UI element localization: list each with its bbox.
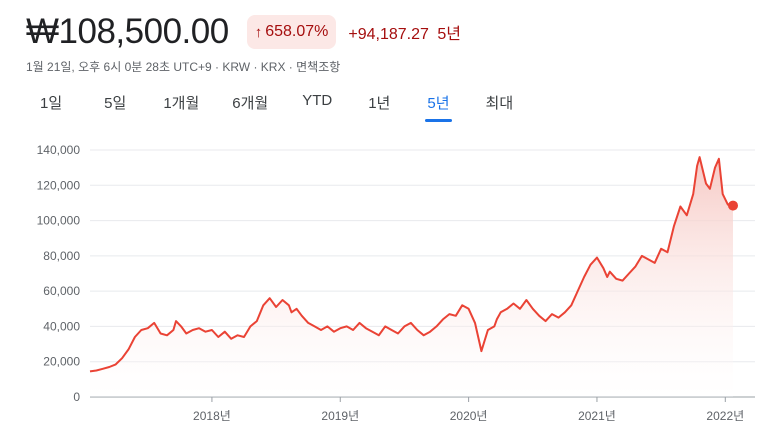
quote-meta: 1월 21일, 오후 6시 0분 28초 UTC+9 · KRW · KRX ·…: [26, 60, 341, 74]
series-line: [89, 156, 734, 373]
tab-5y[interactable]: 5년: [425, 92, 452, 122]
tab-max[interactable]: 최대: [485, 95, 514, 112]
y-axis-ticks: 0 20,000 40,000 60,000 80,000 100,000 120,000 1…: [37, 143, 81, 404]
tab-5d[interactable]: 5일: [104, 95, 127, 112]
series-area: [90, 157, 733, 397]
current-price: ₩108,500.00: [26, 12, 229, 51]
absolute-change-value: +94,187.27: [348, 26, 429, 43]
arrow-up-icon: ↑: [254, 23, 263, 41]
y-tick-label: 120,000: [37, 178, 81, 192]
tab-6m[interactable]: 6개월: [232, 95, 269, 112]
change-period: 5년: [437, 26, 461, 43]
y-tick-label: 20,000: [43, 355, 80, 369]
range-tabs: 1일 5일 1개월 6개월 YTD 1년 5년 최대: [26, 92, 513, 122]
x-tick-label: 2018년: [193, 409, 231, 423]
tab-ytd[interactable]: YTD: [302, 92, 333, 109]
tab-1m[interactable]: 1개월: [163, 95, 200, 112]
y-tick-label: 0: [73, 390, 80, 404]
absolute-change: +94,187.27 5년: [348, 20, 461, 44]
tab-1d[interactable]: 1일: [40, 95, 63, 112]
last-price-marker: [728, 200, 738, 211]
x-axis-ticks: 2018년 2019년 2020년 2021년 2022년: [193, 397, 744, 423]
x-tick-label: 2019년: [321, 409, 359, 423]
y-tick-label: 40,000: [43, 319, 80, 333]
y-tick-label: 60,000: [43, 284, 80, 298]
y-tick-label: 80,000: [43, 249, 80, 263]
y-tick-label: 100,000: [37, 214, 81, 228]
price-header: ₩108,500.00 ↑ 658.07% +94,187.27 5년: [26, 10, 461, 54]
tab-1y[interactable]: 1년: [368, 95, 391, 112]
x-tick-label: 2021년: [578, 409, 616, 423]
x-tick-label: 2020년: [450, 409, 488, 423]
percent-change-value: 658.07%: [265, 23, 329, 40]
y-tick-label: 140,000: [37, 143, 81, 157]
percent-change-badge: ↑ 658.07%: [246, 15, 337, 49]
x-tick-label: 2022년: [706, 409, 744, 423]
